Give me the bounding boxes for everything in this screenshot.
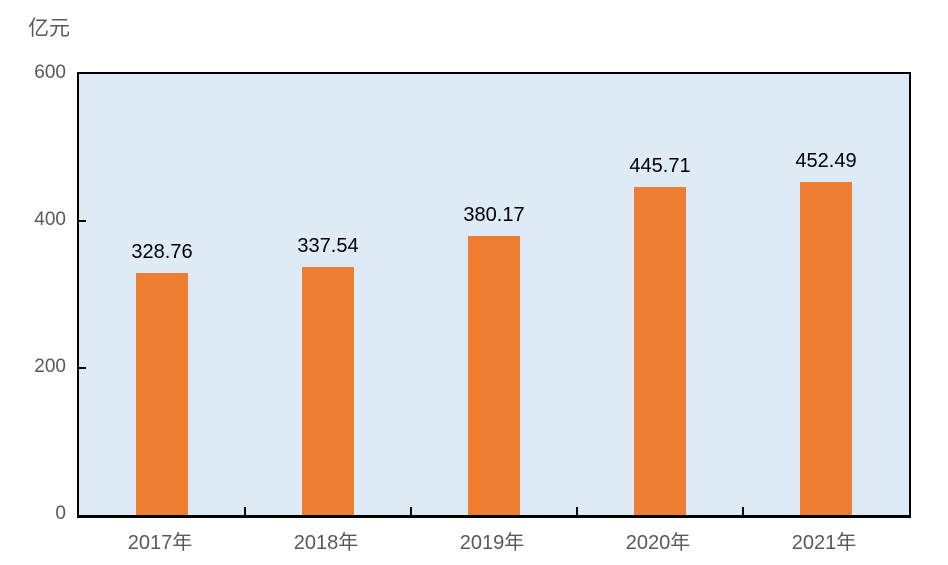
y-axis-unit-label: 亿元: [28, 17, 70, 40]
y-axis-tick-label: 400: [34, 209, 66, 230]
y-axis-tick-label: 600: [34, 62, 66, 83]
bar-2018年: [302, 266, 354, 515]
y-axis-tick-mark: [79, 220, 86, 222]
bar-value-label: 380.17: [463, 203, 525, 226]
bar-value-label: 328.76: [131, 241, 193, 264]
x-axis-tick-mark: [410, 507, 412, 515]
x-axis-category-label: 2017年: [127, 532, 193, 554]
bar-value-label: 445.71: [629, 155, 691, 178]
plot-area: 328.76 337.54 380.17 445.71 452.49: [77, 72, 911, 518]
x-axis-category-label: 2021年: [791, 532, 857, 554]
bar-2021年: [800, 182, 852, 515]
x-axis-category-label: 2020年: [625, 532, 691, 554]
bar-value-label: 337.54: [297, 234, 359, 257]
x-axis-tick-mark: [742, 507, 744, 515]
y-axis-tick-label: 0: [55, 503, 66, 524]
x-axis-tick-mark: [244, 507, 246, 515]
x-axis-category-label: 2019年: [459, 532, 525, 554]
x-axis-tick-mark: [576, 507, 578, 515]
x-axis-category-label: 2018年: [293, 532, 359, 554]
y-axis-tick-mark: [79, 367, 86, 369]
bar-2019年: [468, 235, 520, 515]
bar-2017年: [136, 273, 188, 515]
bar-value-label: 452.49: [795, 150, 857, 173]
y-axis-tick-label: 200: [34, 356, 66, 377]
bar-2020年: [634, 187, 686, 515]
